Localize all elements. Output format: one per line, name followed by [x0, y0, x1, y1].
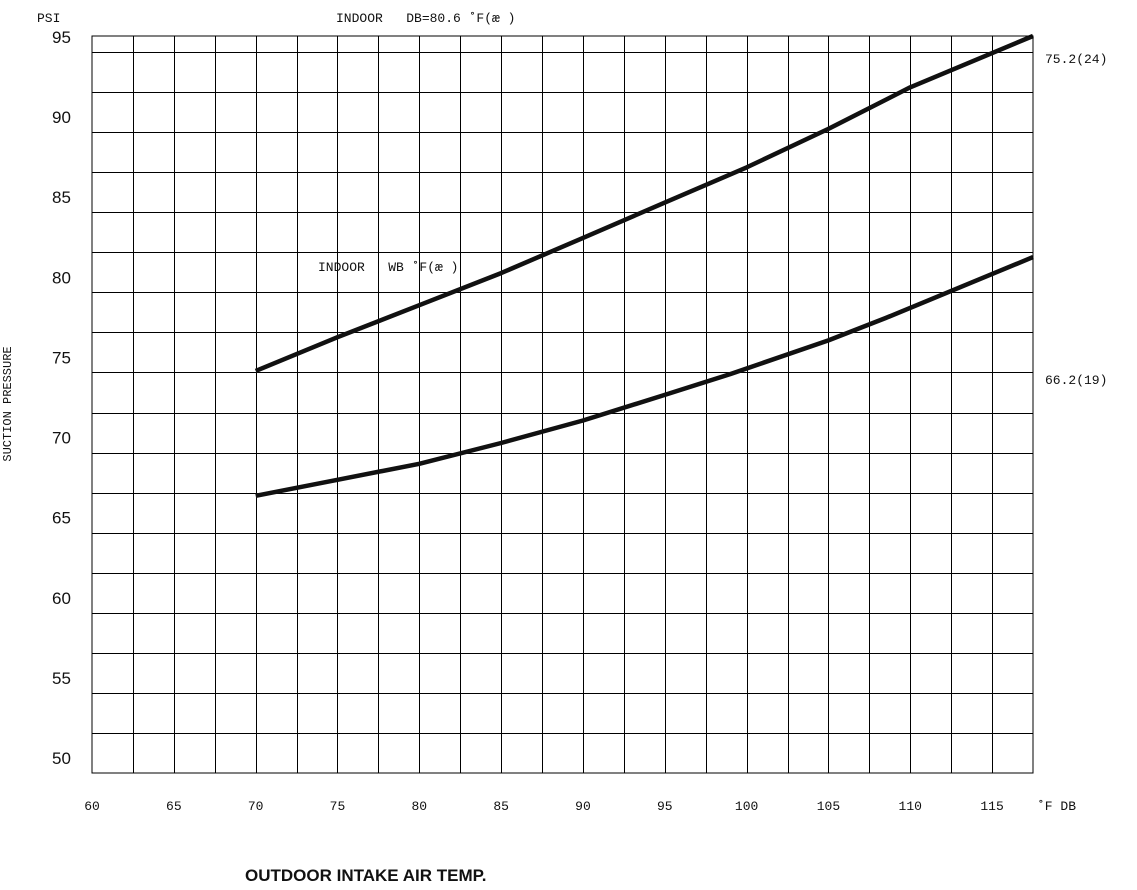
series-label-75-2: 75.2(24): [1045, 52, 1107, 67]
x-tick-label: 105: [817, 799, 840, 814]
x-tick-label: 110: [899, 799, 922, 814]
chart-title: INDOOR DB=80.6 ˚F(æ ): [336, 11, 515, 26]
y-unit-label: PSI: [37, 11, 60, 26]
series-group-label: INDOOR WB ˚F(æ ): [318, 260, 458, 275]
series-label-66-2: 66.2(19): [1045, 373, 1107, 388]
x-tick-label: 115: [980, 799, 1003, 814]
x-axis-label: OUTDOOR INTAKE AIR TEMP.: [245, 866, 486, 885]
y-tick-label: 65: [52, 509, 71, 528]
y-tick-label: 50: [52, 749, 71, 768]
series-lines: [254, 33, 1034, 499]
series-line-66-2: [255, 255, 1034, 499]
x-tick-label: 85: [493, 799, 509, 814]
y-tick-label: 90: [52, 108, 71, 127]
y-tick-label: 80: [52, 268, 71, 287]
tick-labels: 60 65 70 75 80 85 90 95 100 105 110 115 50 55 60 65 70 75…: [52, 28, 1004, 814]
y-axis-label: SUCTION PRESSURE: [1, 346, 15, 461]
x-tick-label: 95: [657, 799, 673, 814]
x-tick-label: 75: [330, 799, 346, 814]
y-tick-label: 95: [52, 28, 71, 47]
x-tick-label: 90: [575, 799, 591, 814]
y-tick-label: 55: [52, 669, 71, 688]
y-tick-label: 75: [52, 348, 71, 367]
grid: [92, 36, 1033, 773]
x-unit-label: ˚F DB: [1037, 799, 1076, 814]
x-tick-label: 80: [411, 799, 427, 814]
plot-frame: [91, 35, 1034, 774]
x-tick-label: 70: [248, 799, 264, 814]
x-tick-label: 60: [84, 799, 100, 814]
x-tick-label: 65: [166, 799, 182, 814]
x-tick-label: 100: [735, 799, 758, 814]
y-tick-label: 70: [52, 429, 71, 448]
series-line-75-2: [254, 33, 1034, 373]
y-tick-label: 60: [52, 589, 71, 608]
y-tick-label: 85: [52, 188, 71, 207]
